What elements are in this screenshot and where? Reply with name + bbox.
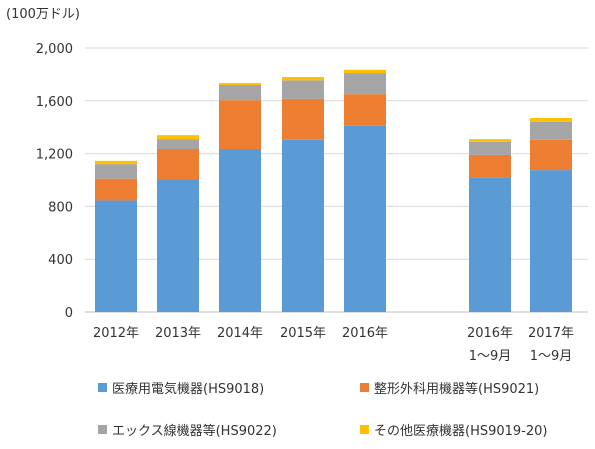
bar-segment	[344, 94, 386, 126]
bar-segment	[157, 180, 199, 312]
legend-item-xray: エックス線機器等(HS9022)	[98, 420, 277, 439]
bar-segment	[219, 148, 261, 312]
bar-segment	[219, 100, 261, 149]
bar-segment	[530, 117, 572, 122]
legend-swatch	[98, 383, 107, 392]
bar-segment	[530, 121, 572, 140]
y-tick-label: 800	[48, 200, 73, 215]
bar-segment	[157, 139, 199, 149]
bar-segment	[530, 139, 572, 171]
y-tick-label: 1,200	[36, 148, 73, 163]
legend-item-orthopedic: 整形外科用機器等(HS9021)	[360, 378, 539, 397]
y-tick-label: 0	[65, 306, 73, 321]
bar-segment	[469, 141, 511, 155]
x-tick-label: 2012年	[93, 326, 139, 341]
x-tick-label: 2017年	[528, 326, 574, 341]
legend-label: エックス線機器等(HS9022)	[112, 424, 277, 439]
x-axis-labels: 2012年 2013年 2014年 2015年 2016年 2016年 1～9月 2017年 1…	[93, 326, 574, 364]
x-tick-label: 1～9月	[530, 349, 573, 364]
x-tick-label: 2015年	[280, 326, 326, 341]
bars	[95, 69, 572, 312]
x-tick-label: 2016年	[342, 326, 388, 341]
bar-segment	[282, 139, 324, 312]
bar-segment	[95, 200, 137, 312]
bar-segment	[95, 160, 137, 165]
bar-segment	[282, 77, 324, 81]
x-tick-label: 1～9月	[469, 349, 512, 364]
bar-segment	[95, 178, 137, 201]
legend-label: 整形外科用機器等(HS9021)	[374, 382, 540, 397]
x-tick-label: 2016年	[467, 326, 513, 341]
bar-segment	[344, 73, 386, 95]
y-axis-labels: 0 400 800 1,200 1,600 2,000	[36, 42, 73, 321]
bar-segment	[157, 135, 199, 140]
legend-label: 医療用電気機器(HS9018)	[112, 382, 265, 397]
bar-segment	[95, 164, 137, 179]
bar-segment	[469, 139, 511, 142]
y-tick-label: 2,000	[36, 42, 73, 57]
bar-segment	[219, 84, 261, 101]
bar-segment	[469, 154, 511, 178]
x-tick-label: 2014年	[217, 326, 263, 341]
legend-swatch	[98, 425, 107, 434]
bar-segment	[282, 80, 324, 99]
legend-swatch	[360, 383, 369, 392]
bar-segment	[469, 177, 511, 312]
y-tick-label: 400	[48, 253, 73, 268]
bar-segment	[344, 69, 386, 74]
unit-label: (100万ドル)	[6, 7, 80, 22]
legend-item-medical-electric: 医療用電気機器(HS9018)	[98, 378, 264, 397]
bar-segment	[530, 170, 572, 312]
bar-segment	[282, 98, 324, 140]
legend-item-other: その他医療機器(HS9019-20)	[360, 420, 548, 439]
bar-segment	[157, 148, 199, 180]
legend-swatch	[360, 425, 369, 434]
y-tick-label: 1,600	[36, 95, 73, 110]
legend-label: その他医療機器(HS9019-20)	[374, 424, 548, 439]
bar-segment	[344, 125, 386, 312]
bar-segment	[219, 82, 261, 85]
x-tick-label: 2013年	[155, 326, 201, 341]
